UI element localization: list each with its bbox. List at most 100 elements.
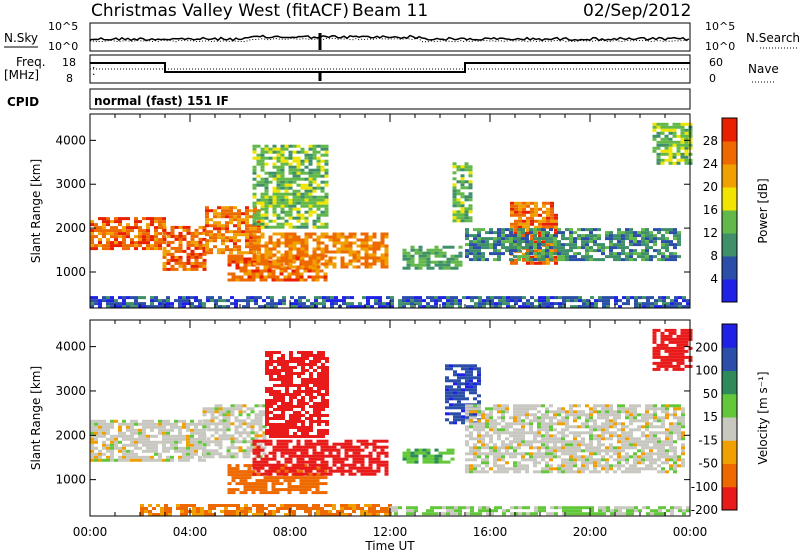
velocity-echo-cell <box>309 351 313 354</box>
power-echo-cell <box>296 241 301 245</box>
velocity-echo-cell <box>255 482 260 486</box>
power-echo-cell <box>617 228 621 232</box>
power-echo-cell <box>546 258 550 262</box>
velocity-echo-cell <box>597 440 601 444</box>
power-echo-cell <box>308 207 313 211</box>
power-echo-cell <box>542 222 546 226</box>
power-echo-cell <box>190 249 195 253</box>
power-echo-cell <box>288 222 293 226</box>
power-echo-cell <box>118 235 122 239</box>
velocity-echo-cell <box>501 470 505 474</box>
power-echo-cell <box>406 299 410 303</box>
power-echo-cell <box>300 183 305 187</box>
velocity-echo-cell <box>348 442 353 446</box>
velocity-echo-cell <box>641 455 645 459</box>
power-echo-cell <box>542 219 546 223</box>
power-echo-cell <box>320 147 325 151</box>
power-echo-cell <box>493 240 497 244</box>
velocity-echo-cell <box>609 413 613 417</box>
velocity-echo-cell <box>285 435 289 438</box>
velocity-echo-cell <box>481 443 485 447</box>
velocity-echo-cell <box>364 466 369 470</box>
power-echo-cell <box>410 263 415 267</box>
velocity-echo-cell <box>561 470 565 474</box>
power-echo-cell <box>296 159 301 163</box>
velocity-echo-cell <box>348 469 353 473</box>
velocity-echo-cell <box>311 479 316 483</box>
power-echo-cell <box>656 143 661 147</box>
velocity-echo-cell <box>309 405 313 408</box>
velocity-echo-cell <box>324 463 329 467</box>
power-echo-cell <box>298 302 302 306</box>
power-echo-cell <box>308 162 313 166</box>
velocity-echo-cell <box>122 452 126 456</box>
power-echo-cell <box>348 232 353 236</box>
velocity-echo-cell <box>561 407 565 411</box>
power-echo-cell <box>276 244 281 248</box>
velocity-echo-cell <box>513 434 517 438</box>
velocity-echo-cell <box>653 416 657 420</box>
power-echo-cell <box>312 153 317 157</box>
velocity-echo-cell <box>601 434 605 438</box>
velocity-echo-cell <box>617 413 621 417</box>
velocity-echo-cell <box>645 425 649 429</box>
power-echo-cell <box>553 246 557 250</box>
power-echo-cell <box>664 140 669 144</box>
velocity-echo-cell <box>609 425 613 429</box>
velocity-echo-cell <box>657 431 661 435</box>
power-echo-cell <box>252 216 257 220</box>
power-echo-cell <box>514 210 518 214</box>
velocity-echo-cell <box>613 422 617 426</box>
power-echo-cell <box>629 252 633 256</box>
velocity-echo-cell <box>90 452 94 456</box>
power-echo-cell <box>380 259 385 263</box>
velocity-echo-cell <box>158 422 162 426</box>
power-echo-cell <box>243 257 248 261</box>
power-echo-cell <box>660 143 665 147</box>
velocity-echo-cell <box>110 452 114 456</box>
velocity-echo-cell <box>517 443 521 447</box>
power-echo-cell <box>672 128 677 132</box>
power-echo-cell <box>138 229 142 233</box>
power-echo-cell <box>522 222 526 226</box>
power-echo-cell <box>332 241 337 245</box>
power-echo-cell <box>130 226 134 230</box>
power-echo-cell <box>358 302 362 306</box>
power-echo-cell <box>194 246 199 250</box>
power-echo-cell <box>98 232 102 236</box>
power-echo-cell <box>308 232 313 236</box>
power-echo-cell <box>256 210 261 214</box>
velocity-echo-cell <box>110 440 114 444</box>
power-echo-cell <box>258 305 262 309</box>
velocity-echo-cell <box>641 458 645 462</box>
power-echo-cell <box>194 228 199 232</box>
power-echo-cell <box>260 259 265 263</box>
power-echo-cell <box>501 237 505 241</box>
cpid-panel-frame <box>89 88 691 110</box>
velocity-echo-cell <box>292 454 297 458</box>
power-echo-cell <box>245 251 249 255</box>
velocity-echo-cell <box>138 458 142 462</box>
power-echo-cell <box>312 250 317 254</box>
power-echo-cell <box>170 305 174 309</box>
power-echo-cell <box>506 296 510 300</box>
velocity-echo-cell <box>549 467 553 471</box>
power-echo-cell <box>460 210 465 214</box>
power-echo-cell <box>98 238 102 242</box>
power-echo-cell <box>308 256 313 260</box>
velocity-echo-cell <box>297 390 301 393</box>
power-echo-cell <box>477 234 481 238</box>
power-colorbar-segment <box>722 210 737 234</box>
velocity-echo-cell <box>380 448 385 452</box>
power-echo-cell <box>110 220 114 224</box>
power-echo-cell <box>460 204 465 208</box>
power-echo-cell <box>328 259 333 263</box>
velocity-echo-cell <box>238 407 243 411</box>
power-echo-cell <box>276 250 281 254</box>
velocity-echo-cell <box>138 440 142 444</box>
velocity-echo-cell <box>513 422 517 426</box>
velocity-echo-cell <box>210 455 215 459</box>
velocity-echo-cell <box>234 437 239 441</box>
power-echo-cell <box>231 257 236 261</box>
